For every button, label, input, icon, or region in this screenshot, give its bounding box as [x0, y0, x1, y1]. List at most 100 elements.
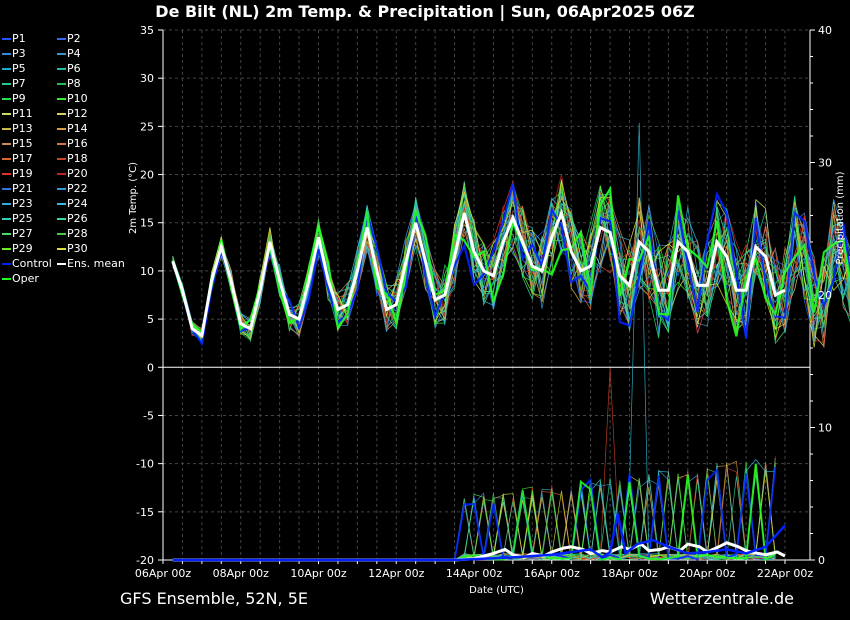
legend-entry: P8 — [57, 77, 81, 90]
legend-swatch — [57, 248, 66, 250]
y2-axis-label: Precipitation (mm) — [835, 171, 846, 264]
legend-entry: P29 — [2, 242, 33, 255]
legend-entry: Oper — [2, 272, 39, 285]
source-credit: Wetterzentrale.de — [649, 589, 794, 608]
legend-entry: P13 — [2, 122, 33, 135]
ensemble-mean — [171, 208, 786, 562]
legend-label: P7 — [12, 77, 26, 90]
legend-swatch — [57, 98, 66, 100]
legend-label: P18 — [67, 152, 88, 165]
legend-label: P12 — [67, 107, 88, 120]
legend-entry: P15 — [2, 137, 33, 150]
legend-label: P14 — [67, 122, 88, 135]
legend-entry: P28 — [57, 227, 88, 240]
legend-label: P15 — [12, 137, 33, 150]
legend-swatch — [2, 98, 11, 100]
legend-label: P26 — [67, 212, 88, 225]
x-tick-label: 08Apr 00z — [213, 567, 270, 580]
legend-swatch — [2, 203, 11, 205]
y-tick-label: -20 — [136, 554, 154, 567]
legend-swatch — [2, 248, 11, 250]
legend-label: P5 — [12, 62, 26, 75]
legend-label: P24 — [67, 197, 88, 210]
legend-label: P20 — [67, 167, 88, 180]
legend-swatch — [2, 113, 11, 115]
legend-swatch — [57, 68, 66, 70]
y-tick-label: 35 — [140, 24, 154, 37]
temp-line-control — [171, 183, 850, 347]
legend-entry: P9 — [2, 92, 26, 105]
model-info: GFS Ensemble, 52N, 5E — [120, 589, 308, 608]
legend-label: P21 — [12, 182, 33, 195]
axis-labels: 35 30 25 20 15 10 5 0 -5 -10 -15 -20 40 30 20 10 0 06Apr … — [128, 24, 846, 596]
y-tick-label: 30 — [140, 72, 154, 85]
legend-swatch — [2, 68, 11, 70]
legend-label: P27 — [12, 227, 33, 240]
y2-tick-label: 30 — [818, 157, 832, 170]
legend-entry: P19 — [2, 167, 33, 180]
chart-title: De Bilt (NL) 2m Temp. & Precipitation | … — [155, 2, 695, 21]
legend-label: P25 — [12, 212, 33, 225]
legend-entry: P1 — [2, 32, 26, 45]
legend-entry: P5 — [2, 62, 26, 75]
legend-entry: P18 — [57, 152, 88, 165]
ensemble-members — [171, 122, 850, 562]
legend-swatch — [2, 173, 11, 175]
y-tick-label: -5 — [143, 409, 154, 422]
legend-label: P3 — [12, 47, 26, 60]
temp-line-p24 — [172, 195, 850, 345]
legend-swatch — [57, 188, 66, 190]
legend-label: P1 — [12, 32, 26, 45]
temp-line-oper — [171, 185, 850, 337]
legend-entry: P24 — [57, 197, 88, 210]
legend-entry: Ens. mean — [57, 257, 125, 270]
legend-swatch — [2, 53, 11, 55]
legend-entry: P17 — [2, 152, 33, 165]
legend-label: Ens. mean — [67, 257, 125, 270]
legend-label: P23 — [12, 197, 33, 210]
legend-label: P28 — [67, 227, 88, 240]
legend-swatch — [2, 83, 11, 85]
legend-entry: P27 — [2, 227, 33, 240]
legend-swatch — [2, 158, 11, 160]
x-tick-label: 18Apr 00z — [601, 567, 658, 580]
legend-label: P8 — [67, 77, 81, 90]
legend-swatch — [2, 278, 11, 280]
x-tick-label: 14Apr 00z — [446, 567, 503, 580]
y-tick-label: 20 — [140, 169, 154, 182]
legend-entry: P11 — [2, 107, 33, 120]
legend-swatch — [2, 128, 11, 130]
legend-label: P9 — [12, 92, 26, 105]
legend-label: P11 — [12, 107, 33, 120]
y-tick-label: 0 — [147, 361, 154, 374]
legend-swatch — [57, 173, 66, 175]
legend-label: P10 — [67, 92, 88, 105]
legend-entry: P23 — [2, 197, 33, 210]
y-tick-label: -10 — [136, 458, 154, 471]
x-tick-label: 22Apr 00z — [757, 567, 814, 580]
legend-swatch — [2, 188, 11, 190]
y-tick-label: 15 — [140, 217, 154, 230]
y-tick-label: 10 — [140, 265, 154, 278]
legend-entry: P26 — [57, 212, 88, 225]
x-tick-label: 06Apr 00z — [135, 567, 192, 580]
legend-entry: P10 — [57, 92, 88, 105]
x-axis-label: Date (UTC) — [469, 585, 524, 596]
legend-entry: P14 — [57, 122, 88, 135]
legend-entry: P4 — [57, 47, 81, 60]
legend-swatch — [57, 233, 66, 235]
legend-swatch — [57, 128, 66, 130]
legend-entry: P20 — [57, 167, 88, 180]
legend-entry: P21 — [2, 182, 33, 195]
legend-entry: P7 — [2, 77, 26, 90]
legend-entry: P16 — [57, 137, 88, 150]
legend-entry: P12 — [57, 107, 88, 120]
legend-entry: P6 — [57, 62, 81, 75]
temp-mean-line — [171, 208, 786, 339]
legend-swatch — [2, 263, 11, 265]
legend-label: P2 — [67, 32, 81, 45]
legend-swatch — [2, 218, 11, 220]
legend-label: Control — [12, 257, 52, 270]
legend-entry: P2 — [57, 32, 81, 45]
